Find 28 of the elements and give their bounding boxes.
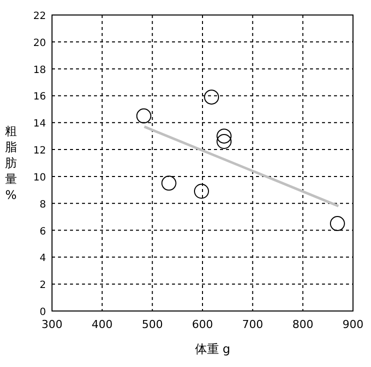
- point: [194, 184, 209, 199]
- point: [161, 176, 176, 191]
- x-tick-label: 300: [42, 318, 62, 331]
- y-tick-label: 0: [40, 307, 46, 318]
- point: [330, 216, 345, 232]
- x-tick-label: 500: [142, 318, 163, 331]
- x-tick-label: 800: [292, 318, 314, 331]
- point: [216, 128, 232, 144]
- point: [136, 108, 152, 124]
- x-tick-label: 900: [342, 318, 364, 331]
- point: [216, 134, 232, 149]
- y-axis-title: 粗脂肪量%: [5, 124, 17, 202]
- y-tick-label: 18: [33, 64, 46, 76]
- y-tick-label: 20: [33, 38, 46, 49]
- y-tick-label: 14: [33, 118, 46, 130]
- x-tick-label: 600: [192, 318, 213, 331]
- x-tick-label: 700: [242, 318, 264, 331]
- y-tick-label: 4: [40, 253, 46, 264]
- y-tick-label: 22: [33, 11, 46, 22]
- y-tick-label: 10: [33, 172, 46, 184]
- y-tick-label: 8: [40, 199, 46, 210]
- y-tick-label: 12: [33, 146, 46, 157]
- y-tick-label: 6: [40, 226, 46, 238]
- y-tick-label: 2: [40, 280, 46, 292]
- x-tick-label: 400: [92, 318, 113, 331]
- y-tick-label: 16: [33, 92, 46, 103]
- x-axis-title: 体重 g: [194, 342, 230, 356]
- point: [204, 90, 220, 105]
